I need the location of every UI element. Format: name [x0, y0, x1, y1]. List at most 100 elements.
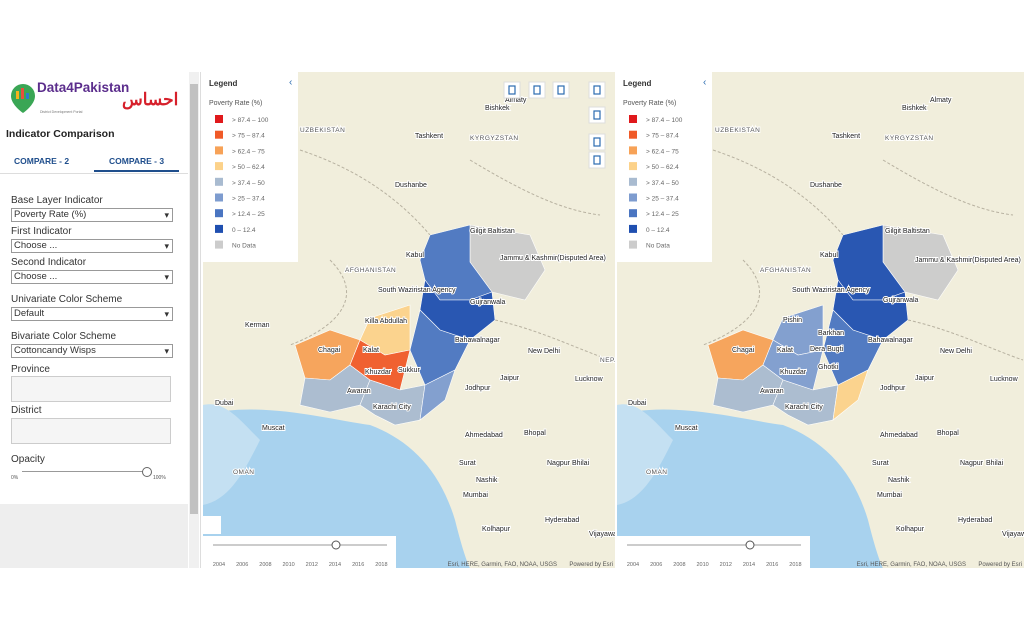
city-label: Nagpur	[547, 460, 571, 467]
legend-title: Legend	[623, 79, 652, 88]
city-label: Jammu & Kashmir(Disputed Area)	[915, 257, 1021, 264]
sea	[617, 409, 883, 568]
timeline-tick: 2004	[627, 562, 639, 568]
city-label: Tashkent	[832, 133, 860, 140]
select[interactable]: Cottoncandy Wisps	[11, 344, 173, 358]
divider	[0, 173, 188, 174]
city-label: Karachi City	[785, 404, 823, 411]
border	[494, 319, 611, 361]
sea-bay	[203, 404, 260, 505]
city-label: Bhopal	[937, 430, 959, 437]
timeline-tick: 2016	[352, 562, 364, 568]
city-label: Gilgit Baltistan	[885, 228, 930, 235]
panel-toggle[interactable]	[203, 516, 221, 534]
legend-label: No Data	[232, 243, 256, 250]
select[interactable]: Choose ...	[11, 270, 173, 284]
field-label: Univariate Color Scheme	[11, 294, 123, 305]
legend-title: Legend	[209, 79, 238, 88]
city-label: Mumbai	[463, 492, 488, 499]
city-label: Bhilai	[572, 460, 590, 467]
map-tool-icon	[593, 155, 601, 165]
timeline-tick: 2012	[720, 562, 732, 568]
logo-subtitle: District Development Portal	[40, 110, 83, 114]
select[interactable]: Default	[11, 307, 173, 321]
map-tool-button[interactable]	[588, 151, 606, 169]
partner-logo: احساس	[122, 90, 179, 109]
select[interactable]: Choose ...	[11, 239, 173, 253]
tab[interactable]: COMPARE - 2	[14, 156, 70, 166]
map-tool-button[interactable]	[552, 81, 570, 99]
legend-label: > 12.4 – 25	[646, 211, 679, 218]
legend-label: 0 – 12.4	[646, 227, 670, 234]
legend-label: > 62.4 – 75	[646, 148, 679, 155]
city-label: Barkhan	[818, 330, 844, 337]
timeline-handle[interactable]	[331, 540, 341, 550]
city-label: Kolhapur	[896, 526, 925, 533]
city-label: Gujranwala	[470, 299, 506, 306]
map-tool-button[interactable]	[588, 133, 606, 151]
select[interactable]: Poverty Rate (%)	[11, 208, 173, 222]
city-label: New Delhi	[940, 348, 972, 355]
city-label: Ahmedabad	[880, 432, 918, 439]
legend-swatch	[629, 115, 637, 123]
legend-swatch	[629, 193, 637, 202]
timeline-tick: 2016	[766, 562, 778, 568]
field-label: Bivariate Color Scheme	[11, 331, 117, 342]
scrollbar-thumb[interactable]	[190, 84, 198, 514]
field-label: First Indicator	[11, 226, 72, 237]
city-label: Muscat	[262, 425, 285, 432]
city-label: Kalat	[363, 347, 379, 354]
city-label: Bahawalnagar	[455, 337, 500, 344]
country-label: OMAN	[646, 469, 668, 476]
map-tool-button[interactable]	[503, 81, 521, 99]
field-label: Base Layer Indicator	[11, 195, 103, 206]
city-label: Lucknow	[575, 376, 604, 383]
city-label: Ghotki	[818, 364, 839, 371]
city-label: Jaipur	[500, 375, 520, 382]
legend-swatch	[629, 209, 637, 218]
timeline-panel	[203, 536, 396, 568]
powered-by: Powered by Esri	[569, 562, 613, 568]
tab-active[interactable]: COMPARE - 3	[109, 156, 165, 166]
map-tool-button[interactable]	[588, 106, 606, 124]
legend-label: > 25 – 37.4	[232, 196, 265, 203]
legend-label: > 75 – 87.4	[232, 133, 265, 140]
city-label: Dubai	[628, 400, 647, 407]
legend-collapse[interactable]: ‹	[703, 77, 706, 88]
legend-swatch	[215, 209, 223, 218]
timeline-tick: 2006	[236, 562, 248, 568]
legend-subtitle: Poverty Rate (%)	[209, 100, 262, 107]
map-tool-icon	[557, 85, 565, 95]
map-tool-button[interactable]	[528, 81, 546, 99]
country-label: OMAN	[233, 469, 255, 476]
city-label: Nashik	[476, 477, 498, 484]
legend-swatch	[629, 162, 637, 171]
city-label: Ahmedabad	[465, 432, 503, 439]
sidebar: Data4Pakistan District Development Porta…	[0, 72, 201, 568]
opacity-handle[interactable]	[142, 467, 152, 477]
city-label: Dera Bugti	[810, 346, 844, 353]
legend-swatch	[629, 130, 637, 139]
city-label: Khuzdar	[780, 369, 807, 376]
country-label: AFGHANISTAN	[345, 267, 396, 274]
legend-swatch	[629, 224, 637, 233]
timeline-tick: 2010	[282, 562, 294, 568]
city-label: Pishin	[783, 317, 802, 324]
border	[289, 259, 348, 346]
logo-pin	[11, 84, 35, 113]
legend-swatch	[629, 146, 637, 155]
field-label: Opacity	[11, 454, 45, 465]
district-input[interactable]	[11, 418, 171, 444]
legend-swatch	[215, 130, 223, 139]
province-input[interactable]	[11, 376, 171, 402]
sea-bay	[617, 404, 673, 505]
city-label: Dubai	[215, 400, 234, 407]
city-label: Muscat	[675, 425, 698, 432]
timeline-handle[interactable]	[745, 540, 755, 550]
city-label: Almaty	[930, 97, 952, 104]
map-tool-button[interactable]	[588, 81, 606, 99]
legend-collapse[interactable]: ‹	[289, 77, 292, 88]
